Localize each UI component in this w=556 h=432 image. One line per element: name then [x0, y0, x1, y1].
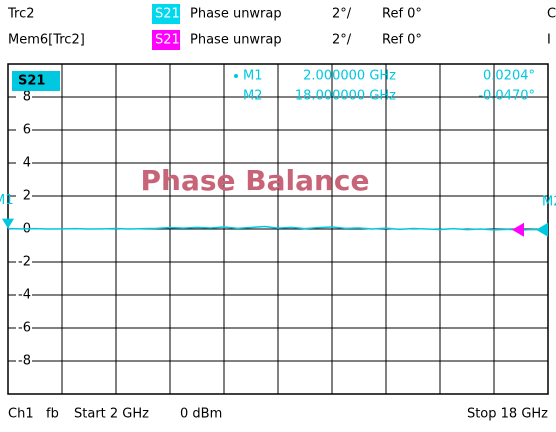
marker-edge-label: M2 — [542, 194, 556, 209]
y-tick-label: 4 — [23, 156, 31, 171]
marker-value: 0.0204° — [483, 69, 535, 84]
ref: Ref 0° — [382, 7, 422, 22]
param: S21 — [155, 7, 180, 22]
extra: C — [547, 7, 556, 22]
extra: I — [547, 33, 551, 48]
active-marker-dot — [234, 74, 238, 78]
tick-label-bg — [16, 354, 32, 368]
marker-value: -0.0470° — [478, 89, 535, 104]
tick-label-bg — [16, 123, 32, 137]
chart-title: Phase Balance — [140, 164, 369, 197]
marker-name: M2 — [243, 89, 263, 104]
y-tick-label: 6 — [23, 123, 31, 138]
marker-symbol — [536, 222, 548, 237]
y-tick-label: -4 — [18, 288, 31, 303]
tick-label-bg — [16, 156, 32, 170]
param-box — [152, 30, 180, 50]
start: Start 2 GHz — [74, 407, 149, 422]
tick-label-bg — [16, 189, 32, 203]
legend-entry: S21 — [18, 74, 45, 89]
scale: 2°/ — [332, 33, 352, 48]
y-tick-label: 8 — [23, 90, 31, 105]
y-tick-label: -6 — [18, 321, 31, 336]
y-tick-label: -2 — [18, 255, 31, 270]
power: 0 dBm — [180, 407, 222, 422]
format: Phase unwrap — [190, 33, 282, 48]
channel: Ch1 — [8, 407, 34, 422]
marker-x: 18.000000 GHz — [295, 89, 396, 104]
marker-name: M1 — [243, 69, 263, 84]
trace-label-box — [12, 71, 60, 91]
tick-label-bg — [16, 255, 32, 269]
trace-name: Trc2 — [7, 7, 35, 22]
marker-edge-label: M1 — [0, 193, 14, 208]
param-box — [152, 4, 180, 24]
trace-name: Mem6[Trc2] — [8, 33, 85, 48]
y-tick-label: -8 — [18, 354, 31, 369]
ref: Ref 0° — [382, 33, 422, 48]
trace-line — [7, 225, 549, 231]
marker-symbol — [2, 218, 14, 229]
format: Phase unwrap — [190, 7, 282, 22]
tick-label-bg — [16, 321, 32, 335]
memory-marker-symbol — [512, 222, 524, 237]
marker-x: 2.000000 GHz — [303, 69, 396, 84]
scale: 2°/ — [332, 7, 352, 22]
stop: Stop 18 GHz — [467, 407, 548, 422]
param: S21 — [155, 33, 180, 48]
tick-label-bg — [16, 90, 32, 104]
tick-label-bg — [16, 288, 32, 302]
mode: fb — [46, 407, 59, 422]
y-tick-label: 2 — [23, 189, 31, 204]
